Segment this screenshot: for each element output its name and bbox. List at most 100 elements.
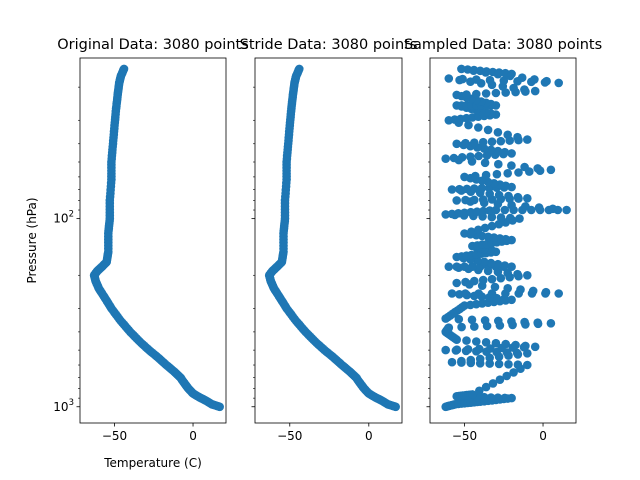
- data-point: [491, 88, 501, 98]
- data-point: [488, 67, 498, 77]
- data-point: [492, 169, 502, 179]
- data-point: [486, 344, 495, 353]
- data-point: [478, 275, 488, 285]
- data-point: [441, 345, 451, 355]
- data-point: [530, 75, 539, 84]
- x-tick-label: −50: [102, 429, 127, 443]
- chart-title-stride: Stride Data: 3080 points: [240, 37, 418, 53]
- data-point: [517, 73, 527, 82]
- data-point: [480, 316, 490, 325]
- data-point: [441, 210, 451, 219]
- data-point: [478, 137, 488, 147]
- data-point: [470, 322, 479, 331]
- data-point: [469, 65, 479, 75]
- data-point: [295, 64, 304, 74]
- data-point: [470, 184, 479, 193]
- data-point: [507, 262, 516, 272]
- subplot-stride: −50 0 Stride Data: 3080 points: [240, 37, 418, 443]
- data-point: [461, 277, 470, 287]
- data-point: [475, 386, 484, 396]
- data-point: [494, 159, 503, 169]
- data-point: [447, 357, 457, 367]
- data-point: [500, 147, 510, 157]
- data-point: [493, 128, 503, 137]
- data-point: [462, 184, 472, 194]
- data-point: [504, 191, 513, 201]
- data-point: [494, 68, 504, 77]
- data-point: [520, 85, 529, 94]
- data-point: [447, 289, 457, 298]
- data-point: [464, 120, 473, 130]
- data-point: [523, 135, 532, 144]
- data-point: [460, 208, 469, 218]
- x-ticks-stride: −50 0: [277, 423, 373, 443]
- data-point: [472, 207, 482, 216]
- data-point: [479, 144, 489, 153]
- y-tick-label: 102: [53, 210, 74, 226]
- data-point: [513, 192, 523, 202]
- data-point: [495, 375, 505, 385]
- data-point: [507, 317, 516, 326]
- x-tick-label: −50: [277, 429, 302, 443]
- data-point: [521, 202, 530, 211]
- data-point: [483, 125, 493, 135]
- data-point: [444, 262, 454, 272]
- data-point: [472, 337, 481, 346]
- data-point: [462, 336, 471, 345]
- data-point: [471, 171, 480, 181]
- data-point: [461, 138, 470, 148]
- data-point: [494, 190, 504, 200]
- data-point: [501, 339, 511, 349]
- x-axis-label: Temperature (C): [103, 456, 202, 470]
- scatter-points-sampled: [441, 64, 571, 412]
- data-point: [515, 214, 524, 223]
- data-point: [534, 203, 544, 212]
- data-point: [460, 262, 469, 272]
- data-point: [474, 289, 484, 298]
- data-point: [466, 152, 475, 161]
- data-point: [467, 315, 477, 325]
- data-point: [507, 149, 516, 158]
- data-point: [513, 132, 522, 142]
- data-point: [447, 185, 457, 194]
- data-point: [513, 360, 523, 370]
- data-point: [487, 289, 497, 298]
- data-point: [468, 262, 477, 272]
- y-tick-label: 103: [53, 398, 74, 414]
- data-point: [480, 158, 490, 168]
- data-point: [507, 295, 516, 305]
- data-point: [486, 145, 496, 155]
- data-point: [491, 338, 501, 348]
- data-point: [503, 130, 512, 140]
- data-point: [504, 360, 513, 369]
- data-point: [444, 74, 454, 83]
- data-point: [461, 289, 470, 298]
- data-point: [475, 344, 484, 354]
- data-point: [474, 151, 484, 161]
- data-point: [500, 261, 510, 270]
- data-point: [468, 390, 477, 399]
- data-point: [444, 323, 454, 333]
- data-point: [509, 368, 518, 377]
- data-point: [479, 206, 488, 216]
- data-point: [506, 213, 515, 223]
- data-point: [554, 289, 563, 298]
- data-point: [530, 86, 540, 96]
- data-point: [466, 207, 476, 217]
- data-point: [481, 170, 491, 180]
- data-point: [475, 66, 485, 76]
- data-point: [457, 322, 466, 332]
- data-point: [472, 75, 481, 84]
- data-point: [500, 205, 510, 215]
- data-point: [474, 123, 483, 132]
- y-ticks-original: 102 103: [53, 86, 80, 414]
- data-point: [452, 262, 462, 272]
- data-point: [452, 90, 462, 100]
- data-point: [523, 271, 532, 280]
- data-point: [486, 393, 496, 402]
- data-point: [494, 359, 504, 369]
- y-ticks-stride: [251, 86, 255, 408]
- data-point: [499, 76, 509, 85]
- data-point: [479, 392, 489, 402]
- data-point: [548, 204, 558, 214]
